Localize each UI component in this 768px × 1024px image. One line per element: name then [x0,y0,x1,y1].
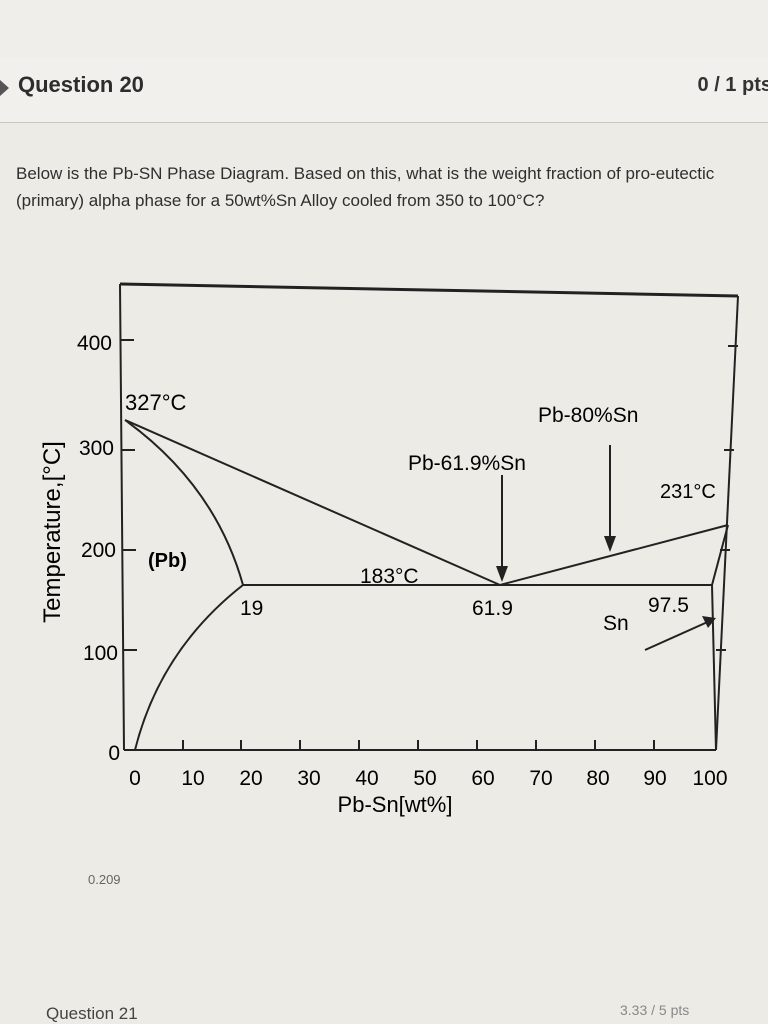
question-body [0,123,768,1024]
label-alpha-limit: 19 [240,597,263,620]
question-text: Below is the Pb-SN Phase Diagram. Based … [16,164,715,210]
solvus-pb [134,584,244,751]
label-eutectic-temp: 183°C [360,565,419,588]
next-question-link[interactable]: Question 21 [46,1004,138,1023]
label-pb-80-sn: Pb-80%Sn [538,404,638,427]
question-points: 0 / 1 pts [697,74,768,96]
question-header [0,58,768,123]
label-pb-61-9-sn: Pb-61.9%Sn [408,452,526,475]
y-axis-label: Temperature,[°C] [39,441,66,623]
x-tick-80: 80 [586,767,609,790]
solidus-sn [711,524,729,586]
y-tick-400: 400 [77,332,112,355]
liquidus-right [499,524,729,586]
answer-text: 0.209 [88,872,121,887]
top-band [0,0,768,59]
x-tick-40: 40 [355,767,378,790]
frame-left [119,283,125,751]
x-tick-30: 30 [297,767,320,790]
liquidus-left [124,419,501,586]
arrow-sn-head [702,616,716,628]
arrow-sn-line [644,619,713,651]
arrow-80-head [604,536,616,552]
y-tick-0: 0 [108,742,120,765]
solidus-pb [124,419,244,586]
y-tick-300: 300 [79,437,114,460]
frame-right [715,295,739,751]
arrow-eutectic-head [496,566,508,582]
question-title: Question 20 [18,72,144,97]
label-beta-limit: 97.5 [648,594,689,617]
y-tick-100: 100 [83,642,118,665]
solvus-sn [711,584,717,751]
label-eutectic-comp: 61.9 [472,597,513,620]
x-tick-100: 100 [692,767,727,790]
x-tick-60: 60 [471,767,494,790]
y-tick-200: 200 [81,539,116,562]
x-tick-10: 10 [181,767,204,790]
x-axis-label: Pb-Sn[wt%] [338,792,453,817]
phase-diagram: 400 300 200 100 0 Temperature,[°C] 0 10 … [0,250,768,850]
label-pb-melt: 327°C [125,390,187,415]
x-tick-0: 0 [129,767,141,790]
x-tick-90: 90 [643,767,666,790]
x-tick-20: 20 [239,767,262,790]
score-label: 3.33 / 5 pts [620,1002,690,1018]
frame-top [119,282,739,298]
question-marker-icon [0,80,9,96]
x-tick-50: 50 [413,767,436,790]
x-tick-70: 70 [529,767,552,790]
label-alpha-region: (Pb) [148,550,187,572]
label-beta-region: Sn [603,612,629,635]
label-sn-melt: 231°C [660,481,716,503]
